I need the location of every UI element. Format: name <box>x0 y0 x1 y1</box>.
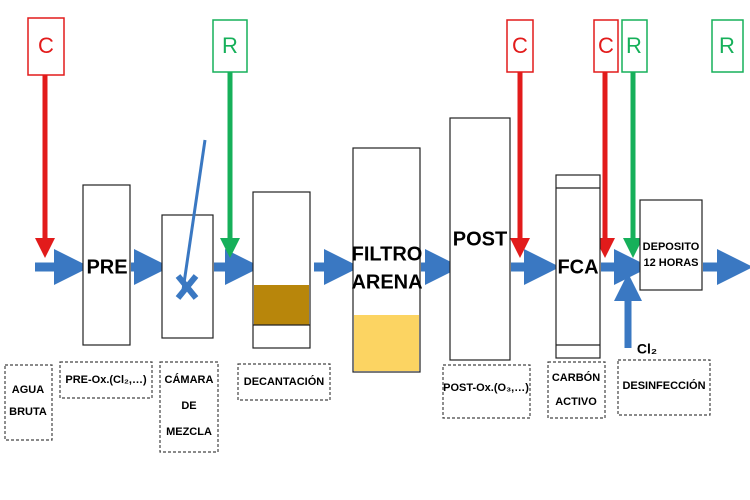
control-lines <box>35 72 643 258</box>
marker: R <box>719 33 735 58</box>
flow-arrows <box>35 249 750 348</box>
unit-label: ARENA <box>351 271 422 293</box>
unit-label: DEPOSITO <box>643 241 700 253</box>
unit-label: FCA <box>557 256 598 278</box>
stage-label: DESINFECCIÓN <box>622 379 705 392</box>
stage-label: CARBÓN <box>552 371 600 384</box>
stage-label: BRUTA <box>9 406 47 418</box>
unit-label: PRE <box>86 256 127 278</box>
stage-boxes <box>4 359 711 453</box>
stage-label: PRE-Ox.(Cl₂,…) <box>65 374 147 386</box>
marker: R <box>222 33 238 58</box>
marker-boxes <box>27 17 744 76</box>
stage-label: DECANTACIÓN <box>244 375 325 388</box>
marker: C <box>598 33 614 58</box>
units <box>82 117 703 373</box>
marker: C <box>38 33 54 58</box>
stage-label: MEZCLA <box>166 426 212 438</box>
marker: R <box>626 33 642 58</box>
stage-label: DE <box>181 400 196 412</box>
unit-label: POST <box>453 228 507 250</box>
stage-label: CÁMARA <box>165 373 214 386</box>
mixer <box>175 139 207 300</box>
chlorine-label: Cl₂ <box>637 341 657 357</box>
stage-label: ACTIVO <box>555 396 597 408</box>
stage-label: AGUA <box>12 384 44 396</box>
stage-label: POST-Ox.(O₃,…) <box>443 382 529 394</box>
unit-label: FILTRO <box>352 243 423 265</box>
unit-label: 12 HORAS <box>643 257 698 269</box>
marker: C <box>512 33 528 58</box>
